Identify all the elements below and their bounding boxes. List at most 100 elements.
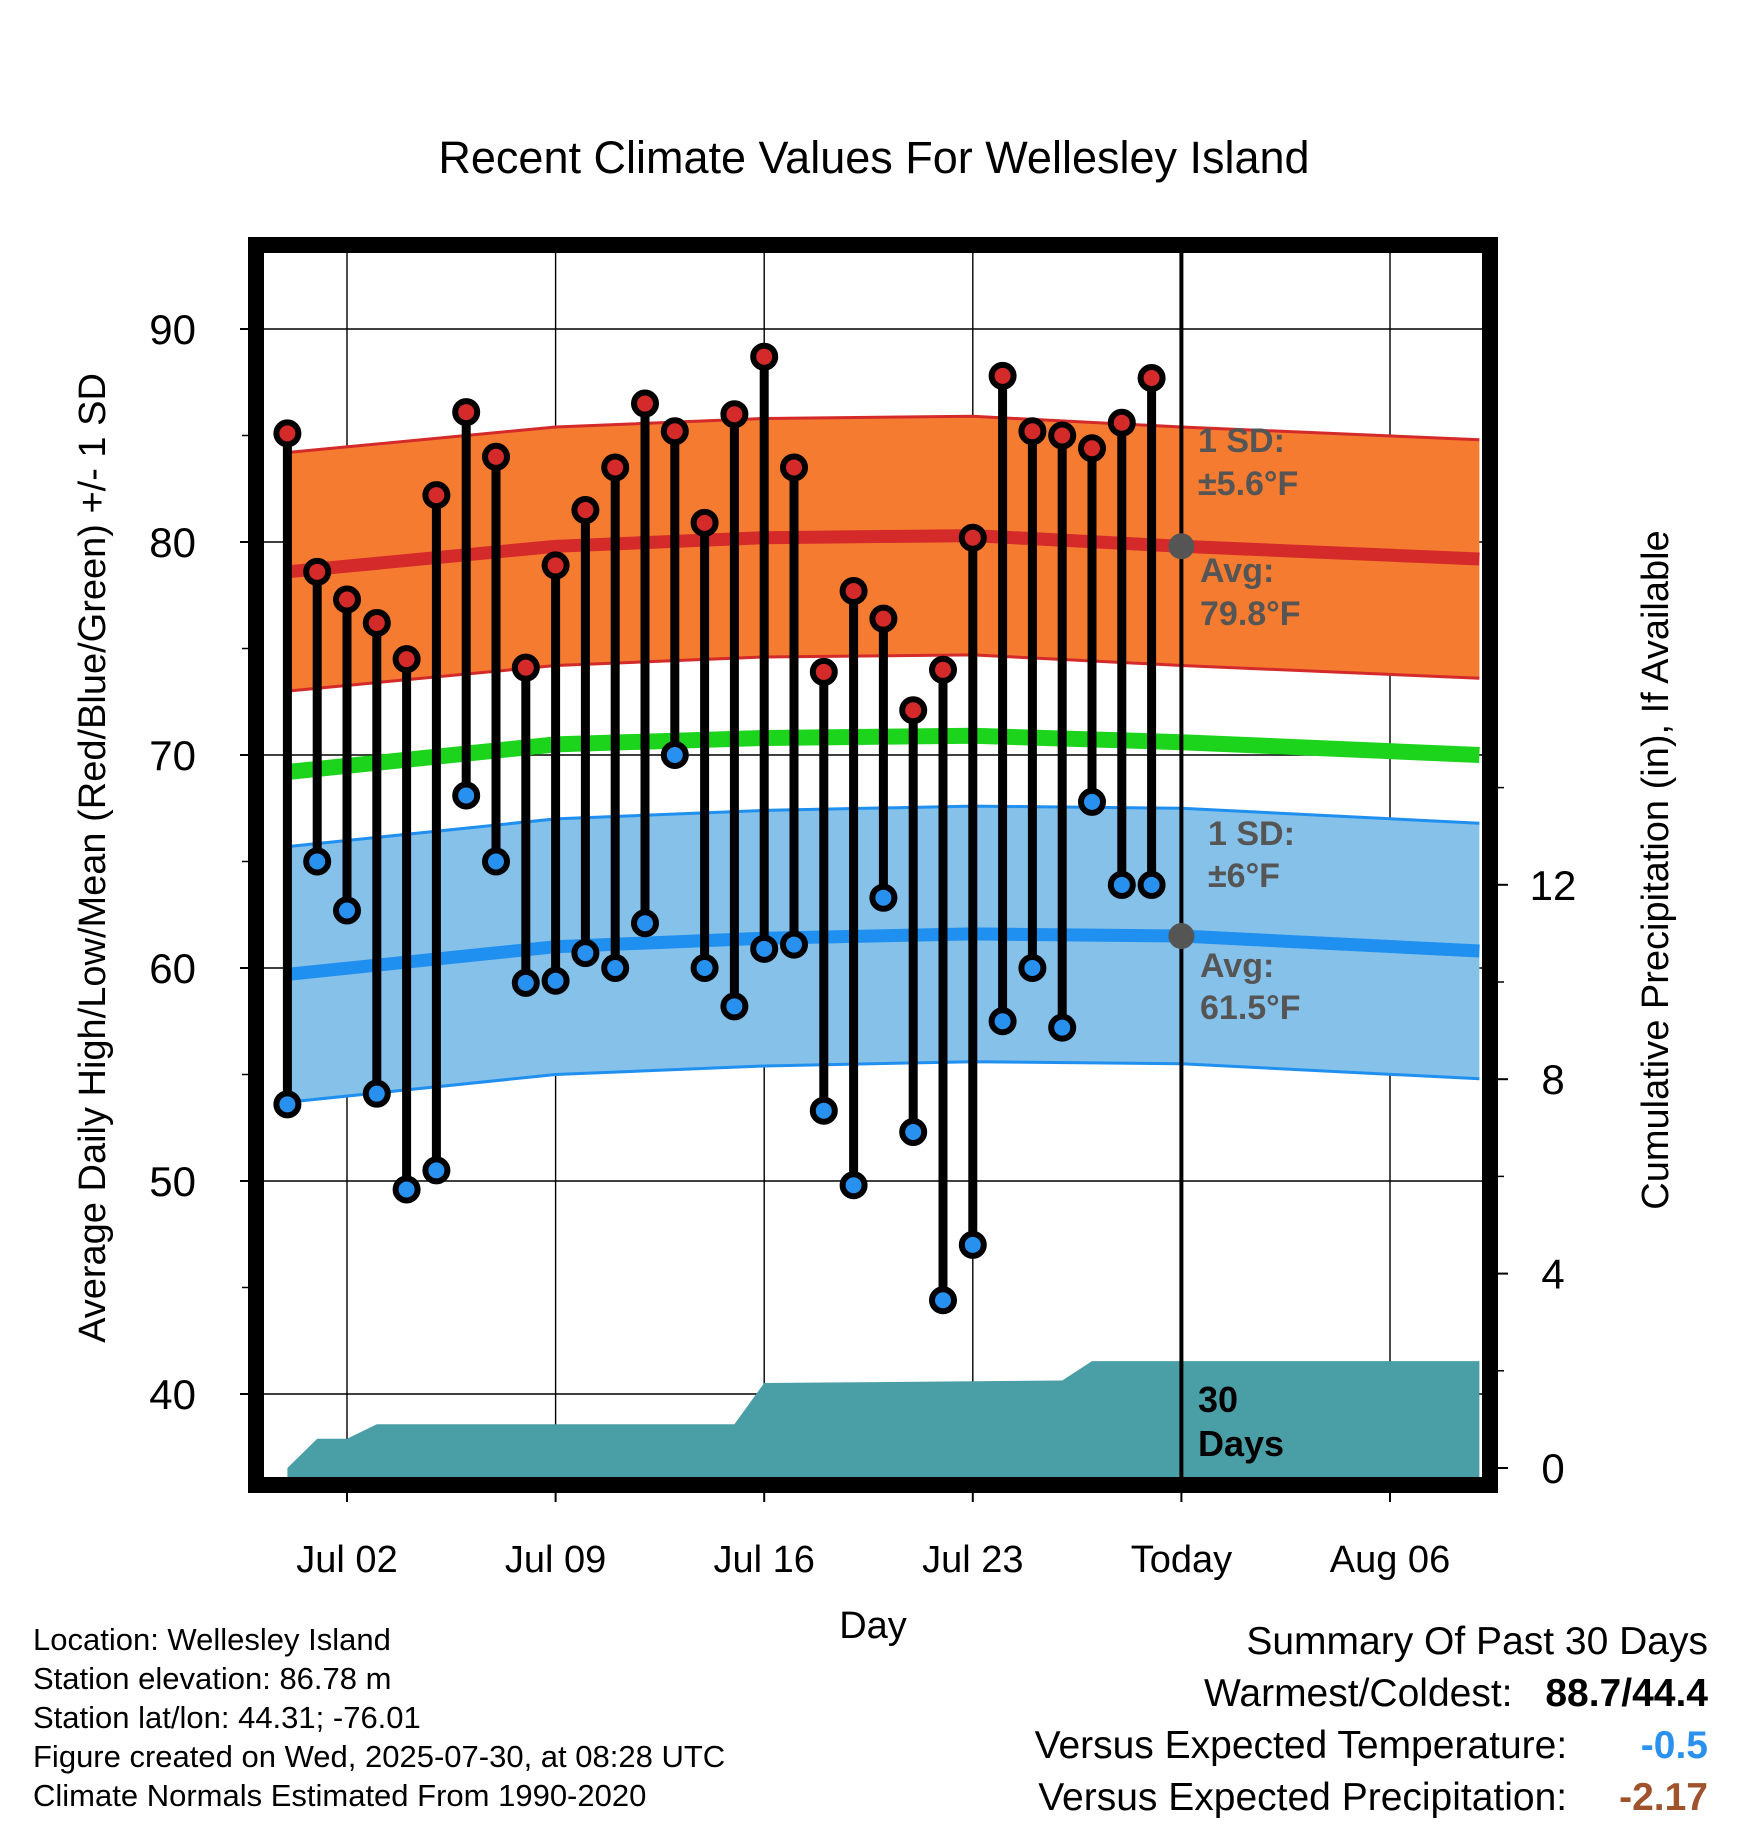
- avg-high-line: [286, 529, 1480, 579]
- daily-low-point: [482, 847, 510, 876]
- annotation-low_avg-value: 61.5°F: [1200, 989, 1301, 1027]
- high-sd-lower-line: [287, 653, 1480, 693]
- daily-low-point: [839, 1171, 868, 1200]
- daily-low-point: [631, 909, 659, 938]
- x-axis-label: Day: [839, 1605, 907, 1647]
- daily-high-point: [1137, 363, 1166, 392]
- precip-label: Versus Expected Precipitation:: [1038, 1776, 1568, 1819]
- precip-value: -2.17: [1619, 1776, 1708, 1819]
- y-tick-label: 70: [149, 732, 196, 779]
- daily-high-point: [541, 551, 570, 580]
- daily-range-stems: [282, 356, 1157, 1301]
- y-axis-label: Average Daily High/Low/Mean (Red/Blue/Gr…: [72, 373, 114, 1343]
- avg-low-line: [286, 927, 1480, 981]
- x-tick-label: Jul 02: [296, 1539, 397, 1581]
- daily-high-point: [1107, 408, 1136, 437]
- y2-tick-label: 8: [1541, 1056, 1564, 1103]
- daily-high-point: [1018, 417, 1047, 446]
- summary-precip-row: Versus Expected Precipitation: -2.17: [1035, 1772, 1708, 1824]
- daily-low-point: [958, 1230, 987, 1259]
- low-sd-lower-line: [287, 1060, 1480, 1104]
- daily-high-point: [720, 400, 749, 429]
- x-tick-label: Aug 06: [1330, 1539, 1450, 1581]
- y-tick-label: 40: [149, 1371, 196, 1418]
- daily-low-point: [1048, 1013, 1077, 1042]
- daily-high-point: [929, 655, 957, 684]
- daily-high-point: [601, 453, 630, 482]
- summary-temp-row: Versus Expected Temperature: -0.5: [1035, 1720, 1708, 1772]
- daily-high-point: [631, 389, 659, 418]
- summary-warm-cold-row: Warmest/Coldest: 88.7/44.4: [1035, 1668, 1708, 1720]
- daily-low-point: [571, 939, 600, 968]
- daily-high-point: [422, 481, 451, 510]
- daily-low-point: [601, 954, 630, 982]
- daily-low-point: [362, 1079, 391, 1108]
- daily-low-point: [422, 1156, 451, 1185]
- summary-panel: Summary Of Past 30 Days Warmest/Coldest:…: [1035, 1616, 1708, 1824]
- annotation-low_sd-label: 1 SD:: [1208, 815, 1295, 853]
- latlon-text: Station lat/lon: 44.31; -76.01: [33, 1700, 421, 1735]
- daily-high-point: [869, 604, 898, 633]
- daily-high-point: [780, 453, 808, 482]
- daily-high-point: [839, 576, 868, 605]
- annotation-high_avg-label: Avg:: [1200, 552, 1274, 590]
- annotation-high_sd-value: ±5.6°F: [1198, 465, 1298, 503]
- days-unit-label: Days: [1198, 1423, 1284, 1464]
- daily-low-point: [869, 883, 898, 912]
- daily-high-point: [690, 508, 719, 537]
- daily-high-point: [899, 696, 928, 725]
- daily-low-point: [1018, 954, 1047, 982]
- daily-high-point: [273, 419, 302, 448]
- axes: 40 50 60 70 80 90 0 4 8 12 Jul 02 Jul 09 Jul 16 Jul 2…: [149, 306, 1576, 1581]
- daily-low-point: [303, 847, 332, 876]
- daily-low-point: [720, 992, 749, 1021]
- daily-low-point: [809, 1096, 838, 1125]
- daily-low-point: [273, 1090, 302, 1119]
- daily-low-point: [452, 781, 481, 810]
- daily-low-point: [929, 1286, 957, 1315]
- daily-high-point: [452, 398, 481, 427]
- daily-low-point: [690, 954, 719, 982]
- daily-high-point: [392, 645, 421, 674]
- daily-low-point: [750, 934, 779, 963]
- daily-high-point: [958, 523, 987, 552]
- location-text: Location: Wellesley Island: [33, 1622, 391, 1657]
- annotation-high_avg-value: 79.8°F: [1200, 595, 1301, 633]
- daily-low-point: [1137, 870, 1166, 899]
- today-avg-low-dot: [1168, 923, 1195, 950]
- days-count-label: 30: [1198, 1379, 1238, 1420]
- daily-high-point: [750, 342, 779, 371]
- chart-title: Recent Climate Values For Wellesley Isla…: [438, 132, 1309, 183]
- station-info: Location: Wellesley Island Station eleva…: [33, 1620, 725, 1815]
- plot-frame: [248, 237, 1498, 1493]
- today-marker: [1168, 245, 1195, 1480]
- daily-high-point: [571, 496, 600, 525]
- warm-cold-label: Warmest/Coldest:: [1204, 1672, 1513, 1715]
- x-tick-label: Today: [1131, 1539, 1232, 1581]
- daily-high-point: [1078, 434, 1106, 463]
- y2-tick-label: 0: [1541, 1445, 1564, 1492]
- daily-high-point: [660, 417, 689, 446]
- today-avg-high-dot: [1168, 533, 1195, 560]
- avg-mean-line: [286, 727, 1480, 780]
- y-tick-label: 80: [149, 519, 196, 566]
- daily-low-point: [780, 930, 808, 959]
- daily-low-point: [333, 896, 361, 925]
- x-tick-label: Jul 16: [713, 1539, 814, 1581]
- daily-high-point: [1048, 421, 1077, 450]
- daily-low-point: [541, 966, 570, 995]
- daily-points: [273, 342, 1166, 1315]
- daily-high-point: [362, 608, 391, 637]
- x-tick-label: Jul 09: [505, 1539, 606, 1581]
- daily-low-point: [511, 968, 540, 997]
- y2-tick-label: 4: [1541, 1251, 1564, 1298]
- daily-high-point: [482, 442, 510, 471]
- daily-low-point: [392, 1175, 421, 1204]
- daily-high-point: [303, 557, 332, 586]
- annotation-high_sd-label: 1 SD:: [1198, 422, 1285, 460]
- high-sd-upper-line: [287, 414, 1480, 454]
- temp-label: Versus Expected Temperature:: [1034, 1724, 1568, 1767]
- y-tick-label: 60: [149, 945, 196, 992]
- temp-value: -0.5: [1640, 1724, 1708, 1767]
